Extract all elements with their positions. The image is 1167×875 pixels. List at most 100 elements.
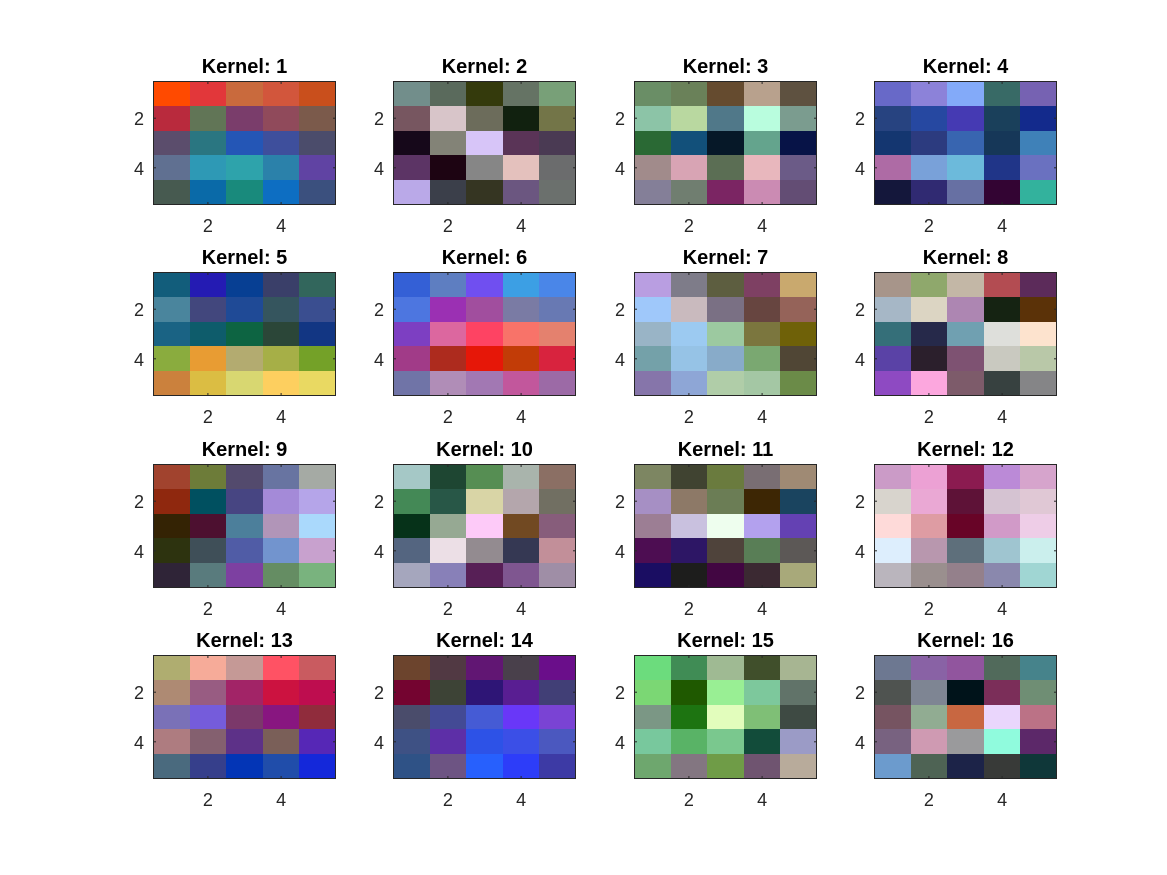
pixel-cell [947, 514, 984, 538]
x-tick-label: 4 [997, 216, 1007, 236]
pixel-cell [466, 155, 503, 180]
pixel-cell [780, 563, 817, 588]
pixel-cell [153, 655, 190, 680]
pixel-cell [707, 563, 744, 588]
pixel-cell [947, 131, 984, 155]
pixel-cell [634, 563, 671, 588]
pixel-cell [539, 514, 576, 538]
panel-title: Kernel: 14 [436, 630, 534, 652]
axes-box [153, 464, 336, 588]
pixel-cell [1020, 680, 1057, 705]
y-tick-label: 2 [374, 492, 384, 512]
pixel-cell [190, 81, 226, 106]
y-tick-label: 4 [615, 350, 625, 370]
y-tick-label: 2 [374, 683, 384, 703]
pixel-cell [226, 538, 263, 563]
pixel-cell [153, 272, 190, 297]
pixel-cell [430, 155, 466, 180]
x-tick-label: 4 [997, 599, 1007, 619]
x-tick-label: 4 [757, 790, 767, 810]
pixel-cell [874, 538, 911, 563]
x-tick-label: 2 [684, 407, 694, 427]
pixel-cell [299, 729, 336, 754]
axes-box [153, 272, 336, 396]
x-tick-label: 4 [276, 599, 286, 619]
pixel-cell [153, 131, 190, 155]
pixel-cell [984, 322, 1020, 346]
pixel-cell [226, 371, 263, 396]
axes-box [874, 81, 1057, 205]
panel-title: Kernel: 12 [917, 439, 1014, 461]
pixel-cell [299, 680, 336, 705]
y-tick-label: 2 [855, 300, 865, 320]
pixel-cell [947, 322, 984, 346]
pixel-cell [190, 371, 226, 396]
axes-box [393, 272, 576, 396]
pixel-cell [1020, 563, 1057, 588]
pixel-cell [466, 106, 503, 131]
pixel-cell [707, 680, 744, 705]
y-tick-label: 4 [615, 733, 625, 753]
pixel-cell [744, 322, 780, 346]
pixel-cell [1020, 81, 1057, 106]
pixel-cell [263, 106, 299, 131]
pixel-cell [707, 514, 744, 538]
pixel-cell [984, 655, 1020, 680]
kernel-panel: Kernel: 1 2 4 2 4 [134, 56, 336, 236]
pixel-cell [671, 155, 707, 180]
pixel-cell [430, 538, 466, 563]
pixel-cell [984, 155, 1020, 180]
pixel-cell [226, 155, 263, 180]
pixel-cell [634, 180, 671, 205]
pixel-cell [911, 81, 947, 106]
pixel-cell [153, 371, 190, 396]
pixel-cell [393, 489, 430, 514]
pixel-cell [466, 81, 503, 106]
pixel-cell [780, 655, 817, 680]
pixel-cell [911, 705, 947, 729]
pixel-cell [1020, 514, 1057, 538]
pixel-cell [503, 371, 539, 396]
pixel-cell [911, 729, 947, 754]
pixel-cell [393, 272, 430, 297]
pixel-cell [503, 297, 539, 322]
pixel-cell [299, 155, 336, 180]
y-tick-label: 4 [374, 350, 384, 370]
pixel-cell [911, 180, 947, 205]
pixel-cell [226, 180, 263, 205]
pixel-cell [780, 81, 817, 106]
pixel-cell [1020, 464, 1057, 489]
pixel-cell [671, 464, 707, 489]
pixel-cell [466, 563, 503, 588]
pixel-cell [263, 538, 299, 563]
pixel-cell [430, 272, 466, 297]
pixel-cell [393, 155, 430, 180]
x-tick-label: 2 [443, 407, 453, 427]
pixel-cell [984, 729, 1020, 754]
pixel-cell [539, 655, 576, 680]
pixel-cell [190, 297, 226, 322]
kernel-panel: Kernel: 7 2 4 2 4 [615, 247, 817, 427]
pixel-cell [226, 563, 263, 588]
pixel-cell [634, 680, 671, 705]
pixel-cell [911, 272, 947, 297]
pixel-cell [1020, 371, 1057, 396]
pixel-cell [299, 371, 336, 396]
pixel-cell [466, 754, 503, 779]
pixel-cell [503, 464, 539, 489]
pixel-cell [466, 655, 503, 680]
pixel-cell [984, 346, 1020, 371]
pixel-cell [874, 655, 911, 680]
axes-box [393, 464, 576, 588]
pixel-cell [911, 655, 947, 680]
pixel-cell [744, 272, 780, 297]
pixel-cell [539, 322, 576, 346]
pixel-cell [744, 180, 780, 205]
pixel-cell [190, 489, 226, 514]
kernel-panel: Kernel: 15 2 4 2 4 [615, 630, 817, 810]
pixel-cell [299, 489, 336, 514]
pixel-cell [539, 180, 576, 205]
pixel-cell [466, 322, 503, 346]
pixel-cell [190, 106, 226, 131]
pixel-cell [780, 705, 817, 729]
